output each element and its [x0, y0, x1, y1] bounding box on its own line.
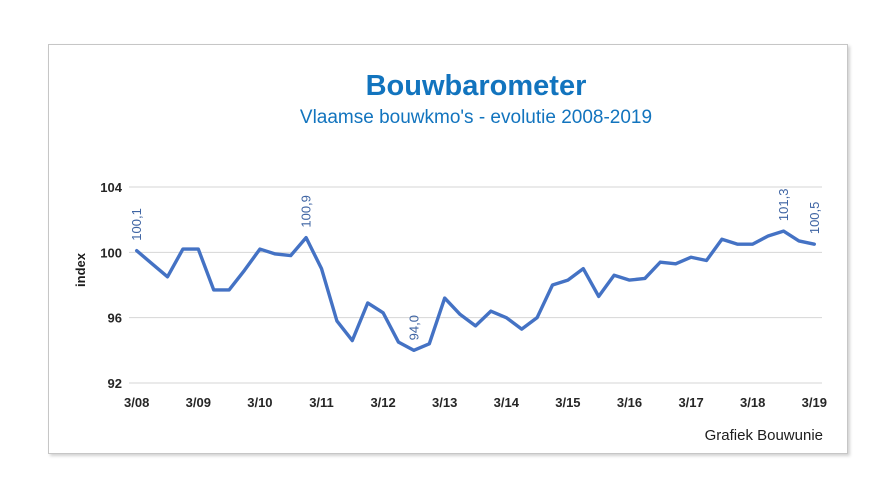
x-axis-tick-label: 3/15 [555, 395, 580, 410]
x-axis-tick-label: 3/17 [678, 395, 703, 410]
chart-frame: Bouwbarometer Vlaamse bouwkmo's - evolut… [48, 44, 848, 454]
x-axis-tick-label: 3/09 [186, 395, 211, 410]
y-axis-tick-label: 96 [108, 311, 122, 326]
x-axis-tick-label: 3/13 [432, 395, 457, 410]
data-point-label: 100,9 [299, 195, 314, 228]
y-axis-tick-label: 100 [100, 245, 122, 260]
y-axis-tick-label: 92 [108, 376, 122, 391]
chart-credit: Grafiek Bouwunie [704, 427, 823, 444]
data-point-label: 100,1 [129, 208, 144, 241]
y-axis-tick-label: 104 [100, 180, 122, 195]
y-axis-title: index [73, 252, 88, 287]
line-chart-plot-area: 92 96 100 104 3/08 3/09 3/10 3/11 3/12 3/13 3/14 3/… [73, 180, 827, 410]
x-axis-tick-label: 3/18 [740, 395, 765, 410]
x-axis-tick-label: 3/12 [370, 395, 395, 410]
x-axis-tick-label: 3/16 [617, 395, 642, 410]
x-axis-tick-label: 3/19 [802, 395, 827, 410]
x-axis-tick-label: 3/14 [494, 395, 520, 410]
x-axis-tick-label: 3/08 [124, 395, 149, 410]
x-axis-tick-label: 3/10 [247, 395, 272, 410]
data-point-label: 101,3 [776, 189, 791, 222]
data-point-label: 100,5 [807, 202, 822, 235]
data-point-label: 94,0 [406, 315, 421, 340]
x-axis-tick-label: 3/11 [309, 395, 334, 410]
index-series-line [134, 229, 816, 353]
